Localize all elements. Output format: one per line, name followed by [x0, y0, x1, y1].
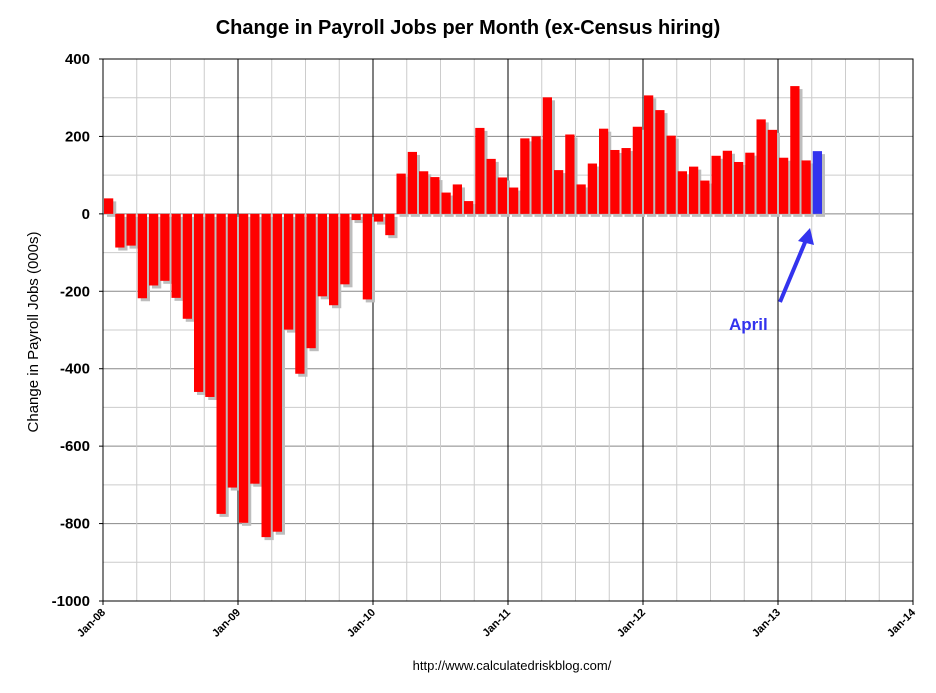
- bar: [610, 149, 620, 214]
- bar-series: [104, 86, 825, 541]
- bar: [362, 213, 372, 300]
- bar: [812, 151, 822, 214]
- annotation-arrow-shaft: [778, 239, 808, 303]
- bar: [576, 184, 586, 214]
- bar: [644, 95, 654, 214]
- bar: [542, 97, 552, 214]
- bar: [677, 171, 687, 214]
- x-tick-label: Jan-09: [210, 607, 243, 640]
- april-annotation: April: [729, 228, 814, 334]
- bar: [722, 150, 732, 214]
- bar: [655, 110, 665, 214]
- bar: [317, 213, 327, 297]
- x-tick-label: Jan-14: [885, 606, 919, 640]
- bar: [632, 126, 642, 214]
- x-tick-label: Jan-11: [480, 607, 513, 640]
- bar: [689, 166, 699, 214]
- annotation-arrow-head: [798, 228, 814, 245]
- bar: [194, 213, 204, 392]
- bar: [171, 213, 181, 298]
- annotation-label: April: [729, 315, 768, 334]
- bar: [745, 152, 755, 214]
- bar: [160, 213, 170, 281]
- bar: [126, 213, 136, 246]
- bar: [205, 213, 215, 397]
- bar: [227, 213, 237, 488]
- bar: [137, 213, 147, 299]
- y-tick-label: -800: [60, 516, 90, 533]
- bar: [486, 158, 496, 214]
- bar: [329, 213, 339, 306]
- bar: [284, 213, 294, 330]
- bar: [554, 170, 564, 214]
- bar: [182, 213, 192, 319]
- bar: [801, 160, 811, 214]
- bar: [509, 187, 519, 214]
- bar: [565, 134, 575, 214]
- bar: [340, 213, 350, 285]
- y-tick-label: -1000: [52, 593, 90, 610]
- bar: [767, 129, 777, 214]
- bar: [475, 127, 485, 214]
- x-axis-ticks: Jan-08 Jan-09 Jan-10 Jan-11 Jan-12 Jan-13 Jan-…: [75, 601, 919, 640]
- bar: [385, 213, 395, 236]
- y-tick-label: -600: [60, 438, 90, 455]
- bar: [779, 157, 789, 214]
- bar: [216, 213, 226, 514]
- bar: [374, 213, 384, 222]
- bar: [520, 138, 530, 214]
- bar: [464, 201, 474, 214]
- bar: [497, 177, 507, 214]
- bar: [239, 213, 249, 523]
- x-tick-label: Jan-12: [615, 607, 648, 640]
- bar: [396, 173, 406, 214]
- bar: [306, 213, 316, 349]
- bar: [351, 213, 361, 221]
- bar: [149, 213, 159, 286]
- bar: [419, 171, 429, 214]
- y-tick-label: -400: [60, 361, 90, 378]
- bar: [452, 184, 462, 214]
- y-axis-ticks: -1000 -800 -600 -400 -200 0 200 400: [52, 51, 103, 610]
- bar: [734, 161, 744, 214]
- bar: [430, 177, 440, 214]
- bar: [250, 213, 260, 484]
- x-tick-label: Jan-08: [75, 607, 108, 640]
- bar: [587, 163, 597, 214]
- y-tick-label: 200: [65, 128, 90, 145]
- bar: [599, 128, 609, 214]
- bar: [407, 151, 417, 214]
- y-tick-label: 400: [65, 51, 90, 68]
- bar: [104, 198, 114, 214]
- bar: [261, 213, 271, 538]
- bar: [441, 192, 451, 214]
- chart-title: Change in Payroll Jobs per Month (ex-Cen…: [216, 17, 721, 39]
- bar: [756, 119, 766, 214]
- bar: [621, 148, 631, 214]
- bar: [711, 155, 721, 214]
- source-url: http://www.calculatedriskblog.com/: [413, 658, 612, 673]
- bar: [115, 213, 125, 248]
- bar: [790, 86, 800, 214]
- bar: [295, 213, 305, 374]
- x-tick-label: Jan-13: [750, 607, 783, 640]
- bar: [666, 135, 676, 214]
- y-axis-label: Change in Payroll Jobs (000s): [25, 232, 42, 433]
- y-tick-label: 0: [82, 206, 90, 223]
- bar: [700, 180, 710, 214]
- bar: [531, 136, 541, 214]
- y-tick-label: -200: [60, 283, 90, 300]
- x-tick-label: Jan-10: [345, 607, 378, 640]
- bar: [272, 213, 282, 532]
